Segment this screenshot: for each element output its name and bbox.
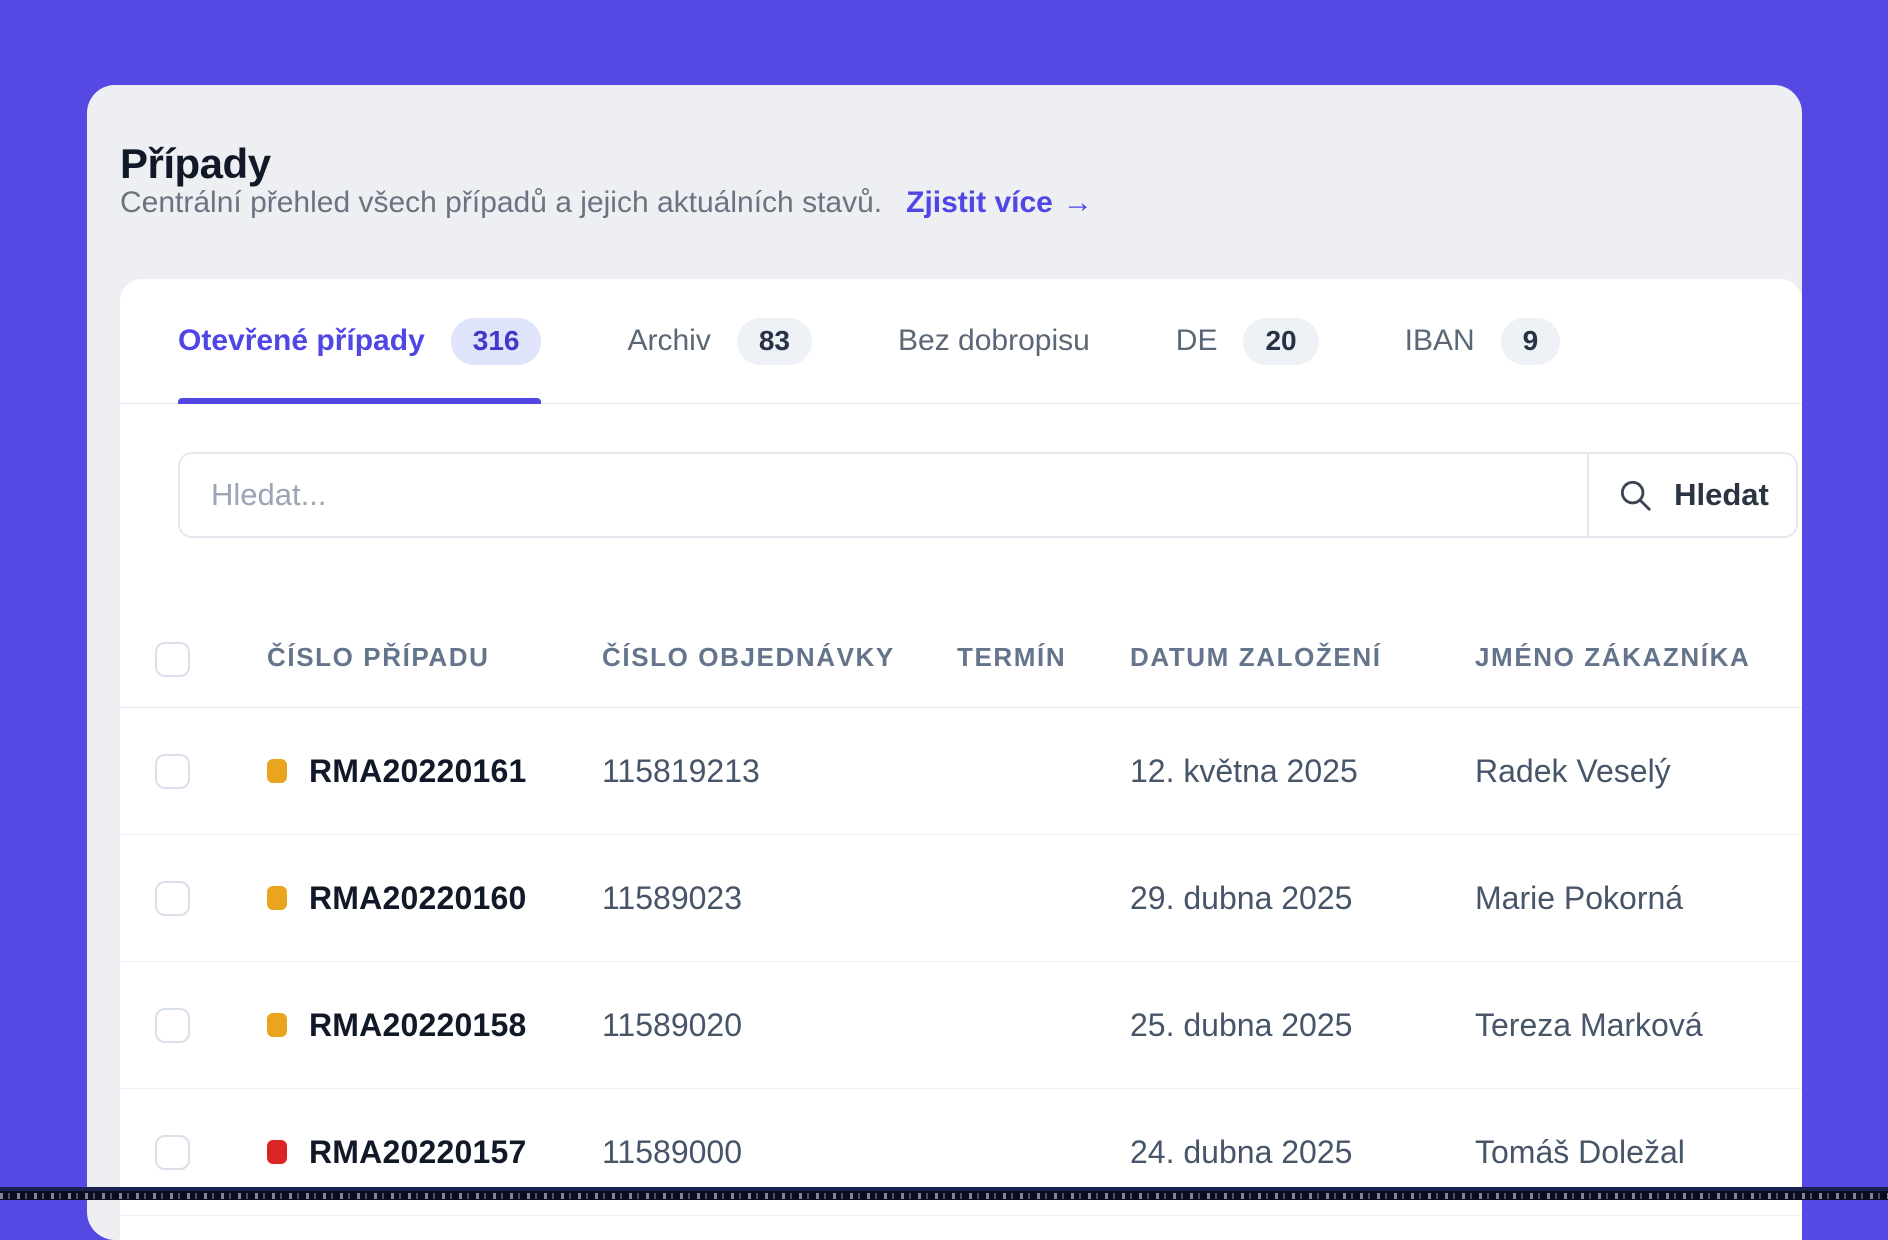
- page-title: Případy: [120, 140, 271, 188]
- arrow-right-icon: →: [1062, 186, 1093, 219]
- case-number: RMA20220157: [309, 1133, 527, 1170]
- page-subtitle-text: Centrální přehled všech případů a jejich…: [120, 186, 883, 219]
- created-date: 25. dubna 2025: [1130, 1006, 1353, 1043]
- column-header-case-number: ČÍSLO PŘÍPADU: [267, 642, 490, 672]
- search-button-label: Hledat: [1674, 477, 1769, 512]
- created-date: 24. dubna 2025: [1130, 1133, 1353, 1170]
- table-row[interactable]: RMA20220161 115819213 12. května 2025 Ra…: [120, 708, 1802, 835]
- table-row[interactable]: RMA20220160 11589023 29. dubna 2025 Mari…: [120, 835, 1802, 962]
- tab-open-cases[interactable]: Otevřené případy 316: [178, 279, 542, 404]
- tab-count-badge: 83: [736, 317, 812, 365]
- screenshot-bottom-edge-strip: [0, 1187, 1888, 1200]
- column-header-customer: JMÉNO ZÁKAZNÍKA: [1475, 642, 1751, 672]
- learn-more-label: Zjistit více: [906, 186, 1053, 219]
- table-header-row: ČÍSLO PŘÍPADU ČÍSLO OBJEDNÁVKY TERMÍN DA…: [120, 538, 1802, 708]
- tab-bar: Otevřené případy 316 Archiv 83 Bez dobro…: [120, 279, 1802, 404]
- customer-name: Tereza Marková: [1475, 1006, 1703, 1043]
- cases-panel: Případy Centrální přehled všech případů …: [87, 85, 1802, 1240]
- column-header-created: DATUM ZALOŽENÍ: [1130, 642, 1382, 672]
- customer-name: Marie Pokorná: [1475, 879, 1684, 916]
- table-row[interactable]: RMA20220158 11589020 25. dubna 2025 Tere…: [120, 962, 1802, 1089]
- column-header-order-number: ČÍSLO OBJEDNÁVKY: [602, 642, 895, 672]
- row-checkbox[interactable]: [155, 880, 190, 916]
- order-number: 11589000: [602, 1133, 742, 1170]
- table-row[interactable]: RMA20220157 11589000 24. dubna 2025 Tomá…: [120, 1089, 1802, 1216]
- tab-count-badge: 316: [450, 317, 542, 365]
- status-dot-icon: [267, 1013, 287, 1037]
- cases-table: ČÍSLO PŘÍPADU ČÍSLO OBJEDNÁVKY TERMÍN DA…: [120, 538, 1802, 1240]
- tab-label: Archiv: [627, 324, 711, 357]
- page-subtitle: Centrální přehled všech případů a jejich…: [120, 185, 1093, 221]
- search-button[interactable]: Hledat: [1587, 454, 1796, 536]
- cases-card: Otevřené případy 316 Archiv 83 Bez dobro…: [120, 279, 1802, 1240]
- customer-name: Radek Veselý: [1475, 752, 1671, 789]
- order-number: 115819213: [602, 752, 760, 789]
- tab-label: Bez dobropisu: [898, 324, 1090, 357]
- tab-no-credit-note[interactable]: Bez dobropisu: [898, 279, 1090, 403]
- order-number: 11589023: [602, 879, 742, 916]
- status-dot-icon: [267, 759, 287, 783]
- tab-archive[interactable]: Archiv 83: [627, 279, 812, 403]
- search-bar: Hledat: [178, 452, 1798, 538]
- tab-de[interactable]: DE 20: [1176, 279, 1319, 403]
- customer-name: Tomáš Doležal: [1475, 1133, 1685, 1170]
- tab-label: Otevřené případy: [178, 324, 425, 357]
- search-icon: [1621, 480, 1651, 511]
- tab-iban[interactable]: IBAN 9: [1405, 279, 1561, 403]
- case-number: RMA20220158: [309, 1006, 527, 1043]
- search-input[interactable]: [180, 454, 1587, 536]
- row-checkbox[interactable]: [155, 753, 190, 789]
- tab-label: DE: [1175, 324, 1218, 357]
- tab-count-badge: 9: [1500, 317, 1561, 365]
- tab-count-badge: 20: [1243, 317, 1319, 365]
- row-checkbox[interactable]: [155, 1134, 190, 1170]
- created-date: 29. dubna 2025: [1130, 879, 1353, 916]
- row-checkbox[interactable]: [155, 1007, 190, 1043]
- status-dot-icon: [267, 1140, 287, 1164]
- column-header-termin: TERMÍN: [957, 642, 1067, 672]
- select-all-checkbox[interactable]: [155, 642, 190, 677]
- learn-more-link[interactable]: Zjistit více →: [906, 185, 1093, 221]
- status-dot-icon: [267, 886, 287, 910]
- case-number: RMA20220160: [309, 879, 527, 916]
- created-date: 12. května 2025: [1130, 752, 1358, 789]
- case-number: RMA20220161: [309, 752, 527, 789]
- tab-label: IBAN: [1404, 324, 1475, 357]
- order-number: 11589020: [602, 1006, 742, 1043]
